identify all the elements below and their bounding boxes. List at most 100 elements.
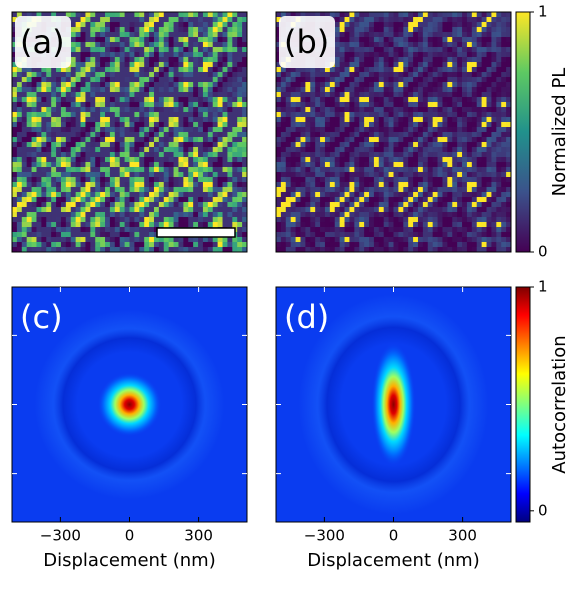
pixel (486, 127, 492, 133)
pixel (85, 207, 91, 213)
pixel (124, 232, 130, 238)
pixel (80, 197, 86, 203)
pixel (378, 97, 385, 103)
pixel (373, 162, 380, 168)
pixel (349, 222, 355, 228)
pixel (501, 47, 507, 53)
pixel (129, 232, 135, 238)
pixel (65, 132, 72, 138)
pixel (217, 62, 223, 68)
pixel (119, 22, 126, 28)
pixel (432, 227, 438, 233)
pixel (139, 87, 145, 93)
pixel (452, 212, 458, 218)
pixel (501, 82, 507, 88)
pixel (506, 62, 511, 68)
pixel (56, 192, 62, 198)
pixel (242, 227, 247, 233)
pixel (408, 237, 414, 243)
pixel (105, 32, 111, 38)
pixel (462, 227, 468, 233)
pixel (359, 137, 365, 143)
pixel (168, 127, 174, 133)
pixel (437, 32, 443, 38)
pixel (173, 222, 179, 228)
pixel (354, 37, 360, 43)
pixel (324, 127, 331, 133)
pixel (320, 117, 326, 123)
pixel (388, 37, 394, 43)
pixel (388, 117, 394, 123)
pixel (471, 237, 478, 243)
pixel (188, 97, 194, 103)
pixel (422, 97, 429, 103)
pixel (217, 187, 223, 193)
pixel (359, 172, 365, 178)
pixel (388, 67, 394, 73)
pixel (427, 187, 434, 193)
pixel (471, 247, 478, 252)
pixel (339, 17, 345, 23)
pixel (408, 192, 414, 198)
pixel (398, 237, 404, 243)
pixel (139, 192, 145, 198)
pixel (466, 177, 473, 183)
pixel (452, 157, 458, 163)
pixel (26, 172, 32, 178)
pixel (149, 17, 155, 23)
pixel (26, 247, 32, 252)
pixel (237, 87, 243, 93)
pixel (501, 217, 507, 223)
pixel (486, 197, 492, 203)
pixel (158, 62, 165, 68)
pixel (383, 177, 390, 183)
pixel (129, 67, 135, 73)
pixel (476, 72, 483, 78)
pixel (65, 77, 72, 83)
pixel (75, 62, 81, 68)
pixel (41, 197, 47, 203)
x-axis-title: Displacement (nm) (307, 550, 479, 571)
pixel (109, 127, 116, 133)
pixel (70, 147, 77, 153)
pixel (369, 162, 375, 168)
pixel (144, 22, 150, 28)
pixel (452, 132, 458, 138)
pixel (105, 127, 111, 133)
pixel (491, 87, 497, 93)
pixel (373, 142, 380, 148)
pixel (158, 157, 165, 163)
pixel (359, 67, 365, 73)
pixel (119, 172, 126, 178)
pixel (12, 52, 18, 58)
pixel (242, 92, 247, 98)
pixel (408, 22, 414, 28)
pixel (334, 157, 341, 163)
pixel (129, 247, 135, 252)
pixel (506, 92, 511, 98)
pixel (46, 227, 52, 233)
pixel (496, 107, 502, 113)
pixel (188, 242, 194, 248)
pixel (447, 82, 453, 88)
pixel (149, 52, 155, 58)
pixel (158, 222, 165, 228)
pixel (339, 82, 345, 88)
pixel (369, 62, 375, 68)
pixel (222, 77, 228, 83)
pixel (109, 12, 116, 18)
pixel (442, 82, 448, 88)
pixel (105, 47, 111, 53)
pixel (75, 222, 81, 228)
pixel (403, 217, 409, 223)
pixel (193, 102, 199, 108)
pixel (163, 242, 170, 248)
pixel (501, 237, 507, 243)
pixel (144, 97, 150, 103)
pixel (21, 107, 28, 113)
pixel (354, 242, 360, 248)
pixel (202, 177, 209, 183)
pixel (41, 232, 47, 238)
pixel (369, 237, 375, 243)
pixel (95, 222, 101, 228)
